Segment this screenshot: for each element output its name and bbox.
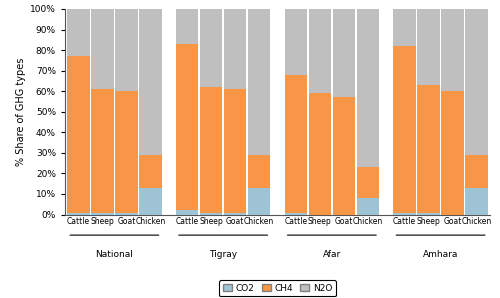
Bar: [248, 188, 270, 215]
Bar: [67, 56, 90, 212]
Bar: [176, 9, 199, 44]
Bar: [248, 9, 270, 155]
Bar: [308, 9, 331, 93]
Bar: [91, 212, 114, 215]
Bar: [466, 188, 488, 215]
Bar: [139, 9, 162, 155]
Bar: [115, 9, 138, 91]
Bar: [139, 188, 162, 215]
Bar: [394, 212, 416, 215]
Bar: [418, 9, 440, 85]
Bar: [466, 9, 488, 155]
Bar: [176, 210, 199, 215]
Bar: [248, 155, 270, 188]
Bar: [394, 9, 416, 46]
Bar: [176, 44, 199, 210]
Bar: [224, 212, 246, 215]
Bar: [284, 9, 307, 75]
Bar: [418, 85, 440, 212]
Legend: CO2, CH4, N2O: CO2, CH4, N2O: [220, 280, 336, 297]
Bar: [139, 155, 162, 188]
Bar: [115, 91, 138, 212]
Bar: [356, 9, 379, 167]
Text: Afar: Afar: [322, 249, 341, 259]
Bar: [418, 212, 440, 215]
Bar: [91, 9, 114, 89]
Bar: [308, 93, 331, 215]
Bar: [284, 212, 307, 215]
Bar: [332, 97, 355, 215]
Text: Tigray: Tigray: [209, 249, 237, 259]
Text: National: National: [96, 249, 134, 259]
Y-axis label: % Share of GHG types: % Share of GHG types: [16, 58, 26, 166]
Bar: [356, 198, 379, 215]
Bar: [224, 9, 246, 89]
Bar: [356, 167, 379, 198]
Bar: [115, 212, 138, 215]
Bar: [67, 212, 90, 215]
Bar: [200, 87, 222, 212]
Bar: [332, 9, 355, 97]
Bar: [442, 91, 464, 215]
Bar: [394, 46, 416, 212]
Bar: [200, 9, 222, 87]
Bar: [200, 212, 222, 215]
Bar: [284, 75, 307, 212]
Bar: [466, 155, 488, 188]
Bar: [67, 9, 90, 56]
Text: Amhara: Amhara: [423, 249, 458, 259]
Bar: [442, 9, 464, 91]
Bar: [91, 89, 114, 212]
Bar: [224, 89, 246, 212]
